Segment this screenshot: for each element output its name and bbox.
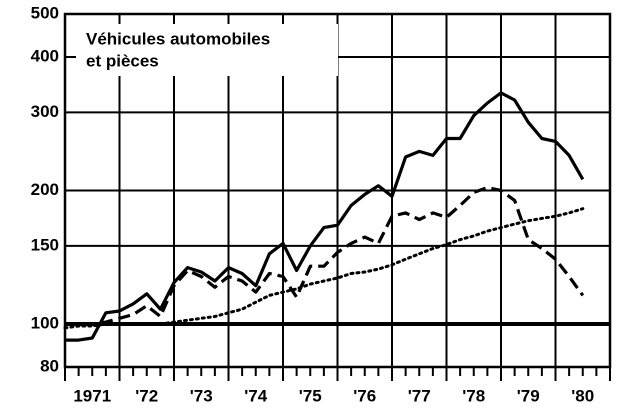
title-background — [76, 24, 338, 76]
x-tick-label: '76 — [353, 386, 376, 405]
series-line — [65, 91, 585, 342]
x-tick-label: '75 — [299, 386, 322, 405]
x-tick-label: '77 — [408, 386, 431, 405]
chart-title-line: et pièces — [86, 51, 159, 70]
y-tick-label: 80 — [40, 356, 59, 375]
y-tick-label: 200 — [31, 180, 59, 199]
x-tick-label: '79 — [517, 386, 540, 405]
y-tick-label: 500 — [31, 3, 59, 22]
series-line — [63, 207, 585, 330]
chart-title-line: Véhicules automobiles — [86, 29, 270, 48]
x-tick-label: '72 — [135, 386, 158, 405]
x-tick-label: '78 — [462, 386, 485, 405]
x-tick-label: '80 — [571, 386, 594, 405]
y-tick-label: 100 — [31, 314, 59, 333]
x-tick-label: '74 — [244, 386, 267, 405]
lines — [63, 91, 585, 342]
y-tick-label: 400 — [31, 46, 59, 65]
series-line — [65, 186, 585, 326]
x-tick-label: '73 — [190, 386, 213, 405]
y-tick-label: 300 — [31, 102, 59, 121]
y-tick-label: 150 — [31, 235, 59, 254]
x-tick-label: 1971 — [73, 386, 111, 405]
